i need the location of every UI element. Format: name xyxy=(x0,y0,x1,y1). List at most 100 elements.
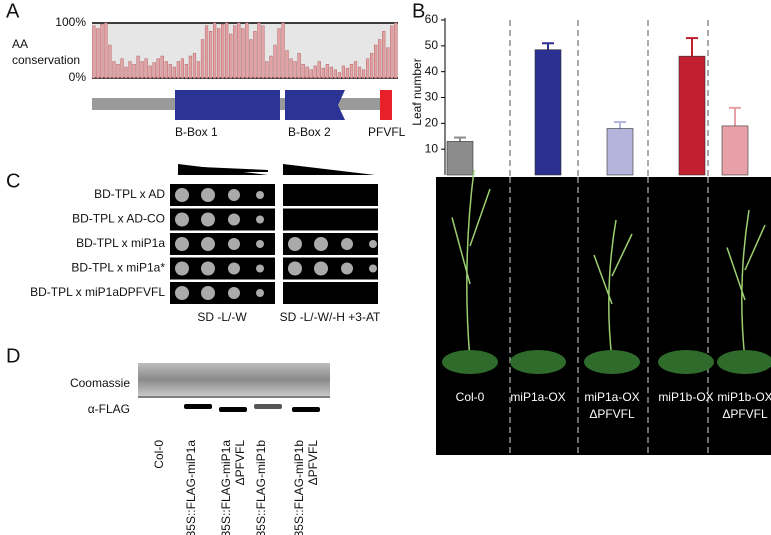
lane-label-line: 35S::FLAG-miP1b xyxy=(292,440,306,535)
plant-stem xyxy=(593,219,633,361)
bar xyxy=(192,53,197,79)
bar xyxy=(281,22,285,79)
bar xyxy=(104,22,108,79)
plate xyxy=(170,282,275,304)
bar xyxy=(273,44,277,79)
y-label: AA xyxy=(12,37,28,51)
bar xyxy=(329,66,333,79)
plant-rosette xyxy=(717,350,771,374)
bar xyxy=(333,69,337,79)
x-tick-label-line: miP1a-OX xyxy=(584,390,639,404)
bar xyxy=(345,67,350,79)
domain xyxy=(175,90,280,120)
colony xyxy=(314,237,328,251)
bar xyxy=(172,66,176,79)
colony xyxy=(256,215,264,224)
blot-row-label: Coomassie xyxy=(70,376,130,390)
bar xyxy=(277,28,281,79)
bar xyxy=(305,66,309,79)
bar xyxy=(184,64,189,79)
bar xyxy=(325,64,329,79)
colony xyxy=(228,287,240,299)
colony xyxy=(314,261,328,276)
bar xyxy=(446,141,474,176)
band xyxy=(292,407,320,412)
bar xyxy=(132,64,136,79)
plate xyxy=(283,257,378,280)
bar xyxy=(301,64,305,79)
plant-rosette xyxy=(584,350,640,374)
plate xyxy=(170,184,275,206)
row-label: BD-TPL x miP1a xyxy=(76,236,165,250)
bar xyxy=(361,69,366,79)
plant-rosette xyxy=(658,350,714,374)
colony xyxy=(175,212,189,227)
bar xyxy=(357,66,362,79)
bar xyxy=(112,61,116,79)
y-tick-label: 50 xyxy=(425,38,439,52)
colony xyxy=(201,286,215,300)
bar xyxy=(176,61,180,79)
bar xyxy=(297,53,301,79)
colony xyxy=(175,286,189,300)
bar xyxy=(390,25,394,79)
bar xyxy=(309,69,313,79)
bar xyxy=(293,61,297,79)
colony xyxy=(175,261,189,276)
plate xyxy=(170,208,275,231)
bar xyxy=(144,58,148,79)
bar xyxy=(289,58,293,79)
bar xyxy=(678,55,706,176)
colony xyxy=(288,261,302,276)
x-tick-label-line: miP1b-OX xyxy=(717,390,771,404)
blot-strip xyxy=(138,363,330,396)
bar xyxy=(140,61,144,79)
bar xyxy=(160,55,164,79)
condition-label: SD -L/-W/-H +3-AT xyxy=(280,310,381,324)
bar xyxy=(92,25,96,79)
bar xyxy=(253,31,257,79)
photo xyxy=(436,177,771,455)
bar xyxy=(212,22,217,79)
lane-label-line: ΔPFVFL xyxy=(306,440,320,486)
colony xyxy=(228,262,240,275)
bar xyxy=(386,47,390,79)
band xyxy=(184,404,212,409)
bar xyxy=(204,25,209,79)
domain xyxy=(285,90,345,120)
plate xyxy=(283,282,378,304)
colony xyxy=(228,213,240,226)
domain xyxy=(380,90,392,120)
y-label: conservation xyxy=(12,53,80,67)
row-label: BD-TPL x miP1a* xyxy=(71,261,165,275)
y-label: Leaf number xyxy=(410,58,424,125)
bar xyxy=(321,67,325,79)
colony xyxy=(201,237,215,251)
x-tick-label: miP1b-OX xyxy=(658,390,713,404)
colony xyxy=(175,237,189,251)
panel-label: D xyxy=(6,345,20,367)
bar xyxy=(124,66,128,79)
bar xyxy=(721,125,749,176)
y-tick-label: 40 xyxy=(425,64,439,78)
colony xyxy=(228,238,240,250)
colony xyxy=(201,212,215,227)
bar xyxy=(606,128,634,176)
lane-label: 35S::FLAG-miP1b xyxy=(254,440,268,535)
colony xyxy=(256,264,264,273)
row-label: BD-TPL x miP1aDPFVFL xyxy=(30,285,165,299)
bar xyxy=(128,61,132,79)
colony xyxy=(341,238,353,250)
colony xyxy=(175,188,189,202)
bar xyxy=(164,61,168,79)
lane-label: 35S::FLAG-miP1aΔPFVFL xyxy=(219,440,247,535)
plant-rosette xyxy=(442,350,498,374)
lane-label: 35S::FLAG-miP1a xyxy=(184,440,198,535)
colony xyxy=(228,189,240,201)
panel-label: B xyxy=(412,0,425,22)
plate xyxy=(170,233,275,255)
bar xyxy=(180,58,184,79)
colony xyxy=(369,240,377,248)
bar xyxy=(249,39,253,79)
colony xyxy=(201,261,215,276)
